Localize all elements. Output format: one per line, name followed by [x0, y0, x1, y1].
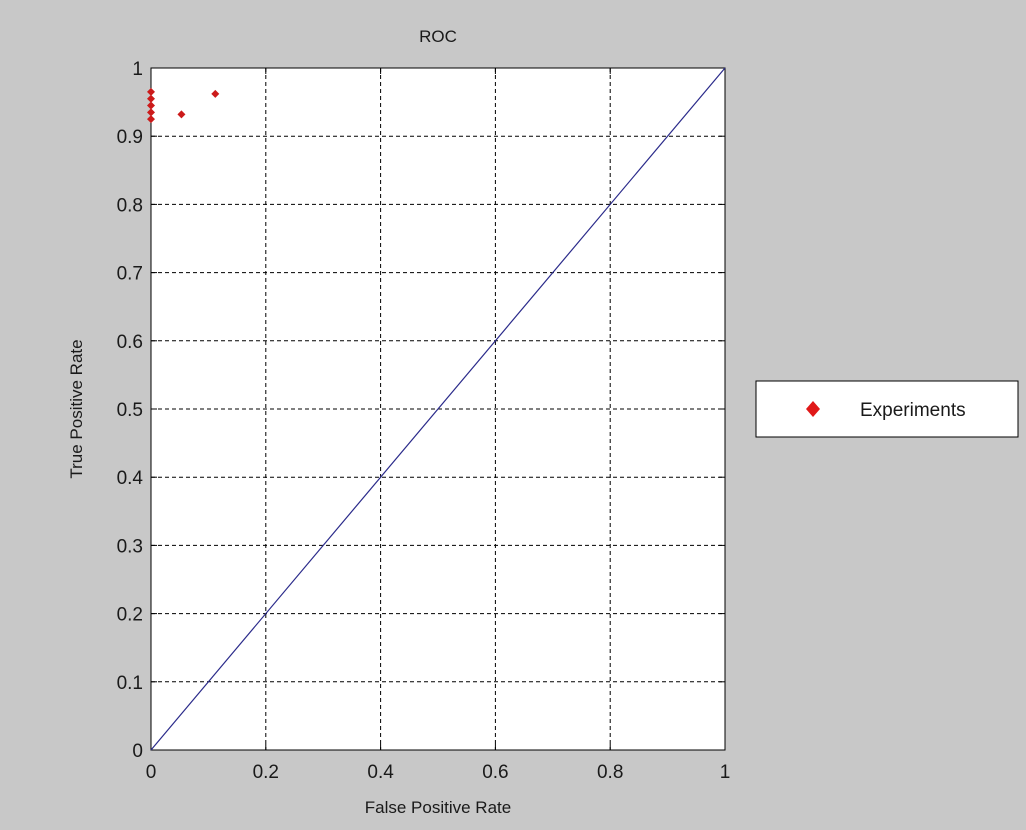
x-tick-label: 0 [146, 762, 157, 783]
legend-box [755, 380, 1019, 438]
legend-marker-experiments [806, 401, 820, 417]
y-tick-label: 0 [132, 741, 143, 762]
y-tick-label: 0.1 [117, 673, 143, 694]
x-axis-label: False Positive Rate [365, 798, 511, 817]
y-tick-label: 0.2 [117, 605, 143, 626]
y-tick-label: 0.4 [117, 468, 144, 489]
data-point [147, 87, 155, 96]
chart-title: ROC [419, 27, 457, 46]
y-tick-label: 0.8 [117, 195, 143, 216]
x-tick-label: 0.8 [597, 762, 623, 783]
y-tick-label: 0.9 [117, 127, 143, 148]
y-tick-label: 0.7 [117, 264, 143, 285]
legend-label-experiments: Experiments [860, 400, 966, 421]
y-tick-label: 1 [132, 59, 143, 80]
y-tick-label: 0.3 [117, 536, 143, 557]
data-points [147, 87, 220, 124]
reference-diagonal-line [150, 67, 726, 751]
data-point [147, 115, 155, 124]
data-point [147, 94, 155, 103]
reference-line-group [150, 67, 726, 751]
y-axis-label: True Positive Rate [67, 339, 86, 478]
data-point [147, 108, 155, 117]
y-tick-label: 0.6 [117, 332, 143, 353]
legend: Experiments [755, 380, 1019, 438]
y-tick-label: 0.5 [117, 400, 143, 421]
tick-labels: 0 0.2 0.4 0.6 0.8 1 0 0.1 0.2 0.3 0.4 0.5 0.6 0.7 0.8 0… [117, 59, 731, 783]
x-tick-label: 0.2 [253, 762, 279, 783]
data-point [211, 89, 220, 98]
x-tick-label: 0.4 [367, 762, 394, 783]
axis-ticks [150, 67, 726, 751]
data-point [147, 101, 155, 110]
x-tick-label: 0.6 [482, 762, 508, 783]
x-tick-label: 1 [720, 762, 731, 783]
data-point [177, 110, 186, 119]
